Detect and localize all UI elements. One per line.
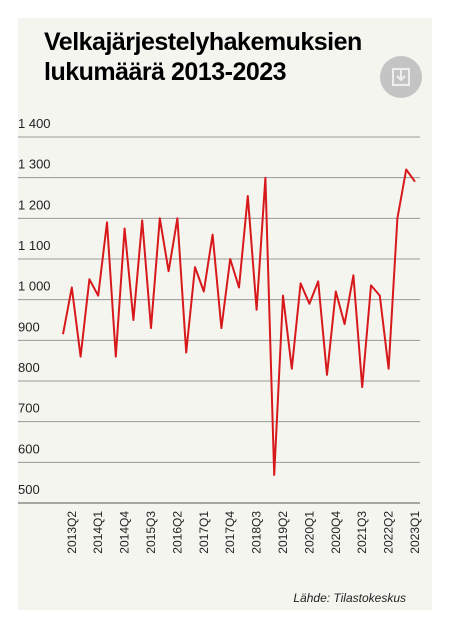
download-arrow [396,70,406,82]
y-tick-label: 1 200 [18,197,51,212]
chart-title: lukumäärä 2013-2023 [44,58,286,86]
y-tick-label: 1 000 [18,279,51,294]
download-icon [392,68,410,86]
x-tick-label: 2021Q3 [355,511,369,554]
x-tick-label: 2023Q1 [408,511,422,554]
y-tick-label: 600 [18,441,40,456]
x-tick-label: 2022Q2 [382,511,396,554]
source: Lähde: Tilastokeskus [293,591,406,605]
x-tick-label: 2020Q4 [329,511,343,554]
download-button[interactable] [380,56,422,98]
chart-title: Velkajärjestelyhakemuksien [44,28,362,56]
data-line [62,168,416,476]
x-tick-label: 2018Q3 [250,511,264,554]
x-tick-label: 2017Q1 [197,511,211,554]
x-tick-label: 2013Q2 [65,511,79,554]
x-tick-label: 2017Q4 [223,511,237,554]
x-tick-label: 2014Q4 [118,511,132,554]
x-tick-label: 2016Q2 [170,511,184,554]
y-tick-label: 1 100 [18,238,51,253]
y-tick-label: 800 [18,360,40,375]
x-tick-label: 2014Q1 [91,511,105,554]
x-tick-label: 2020Q1 [302,511,316,554]
chart-background [18,18,432,610]
x-tick-label: 2015Q3 [144,511,158,554]
y-tick-label: 900 [18,319,40,334]
y-tick-label: 1 300 [18,157,51,172]
y-tick-label: 500 [18,482,40,497]
y-tick-label: 700 [18,401,40,416]
y-tick-label: 1 400 [18,116,51,131]
x-tick-label: 2019Q2 [276,511,290,554]
